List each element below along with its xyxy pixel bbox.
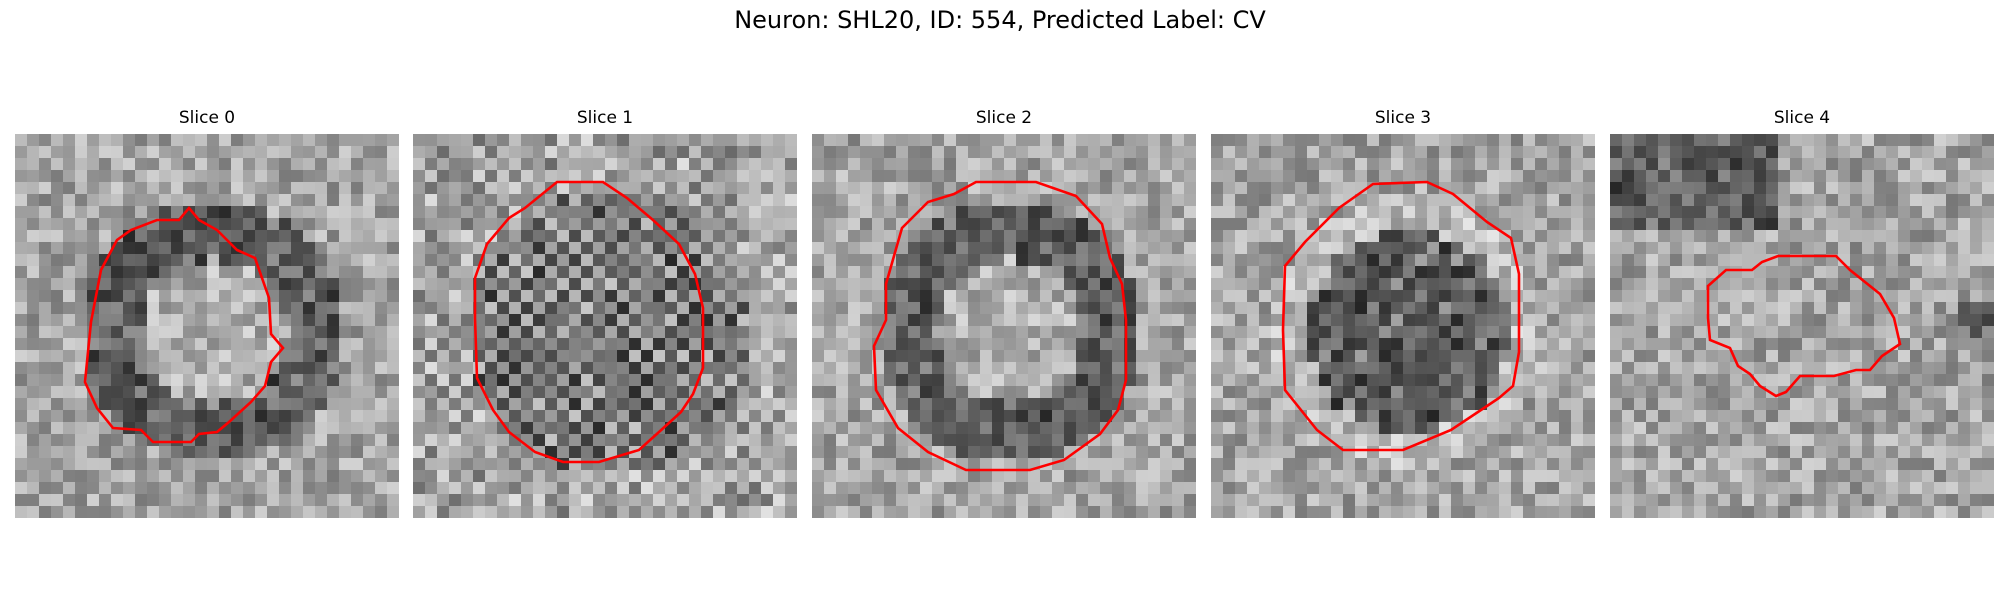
slice-image-2 [812, 134, 1196, 518]
figure-title: Neuron: SHL20, ID: 554, Predicted Label:… [734, 6, 1266, 34]
slice-title-4: Slice 4 [1773, 108, 1831, 128]
slice-title-3: Slice 3 [1374, 108, 1432, 128]
slice-image-4 [1610, 134, 1994, 518]
slice-title-1: Slice 1 [576, 108, 634, 128]
pixel-grid-0 [15, 134, 399, 518]
slice-panel-1: Slice 1 [413, 108, 797, 518]
slice-panel-2: Slice 2 [812, 108, 1196, 518]
contour-4 [1706, 254, 1902, 398]
slice-image-1 [413, 134, 797, 518]
pixel-grid-4 [1610, 134, 1994, 518]
slice-image-3 [1211, 134, 1595, 518]
slice-title-2: Slice 2 [975, 108, 1033, 128]
contour-1 [473, 180, 705, 464]
contour-2 [872, 180, 1128, 472]
pixel-grid-2 [812, 134, 1196, 518]
contour-0 [83, 205, 285, 444]
contour-3 [1281, 180, 1521, 452]
slice-title-0: Slice 0 [178, 108, 236, 128]
slice-image-0 [15, 134, 399, 518]
slice-panel-0: Slice 0 [15, 108, 399, 518]
pixel-grid-3 [1211, 134, 1595, 518]
slice-panel-4: Slice 4 [1610, 108, 1994, 518]
slice-panel-3: Slice 3 [1211, 108, 1595, 518]
pixel-grid-1 [413, 134, 797, 518]
